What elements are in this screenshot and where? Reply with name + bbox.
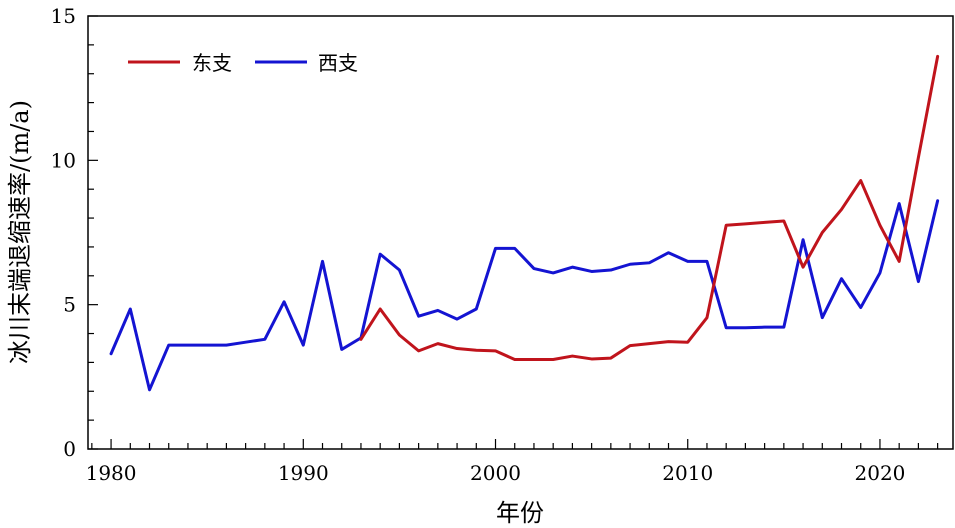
x-tick-label: 2000: [470, 461, 521, 485]
y-tick-label: 10: [51, 148, 76, 172]
x-tick-label: 1990: [278, 461, 329, 485]
x-tick-label: 2010: [662, 461, 713, 485]
series-line-west: [109, 199, 940, 392]
series-line-east: [359, 54, 940, 362]
y-tick-label: 0: [63, 437, 76, 461]
legend: 东支 西支: [128, 51, 358, 75]
y-tick-label: 5: [63, 293, 76, 317]
x-axis-label: 年份: [496, 499, 544, 527]
x-tick-label: 2020: [855, 461, 906, 485]
y-tick-label: 15: [51, 4, 76, 28]
y-axis-label: 冰川末端退缩速率/(m/a): [6, 100, 34, 364]
x-axis: 1980 1990 2000 2010 2020: [86, 439, 939, 485]
x-tick-label: 1980: [86, 461, 137, 485]
plot-frame: [87, 15, 954, 450]
legend-label-west: 西支: [318, 51, 358, 75]
series-lines: [109, 54, 940, 392]
y-axis: 0 5 10 15: [51, 4, 98, 461]
legend-label-east: 东支: [192, 51, 232, 75]
